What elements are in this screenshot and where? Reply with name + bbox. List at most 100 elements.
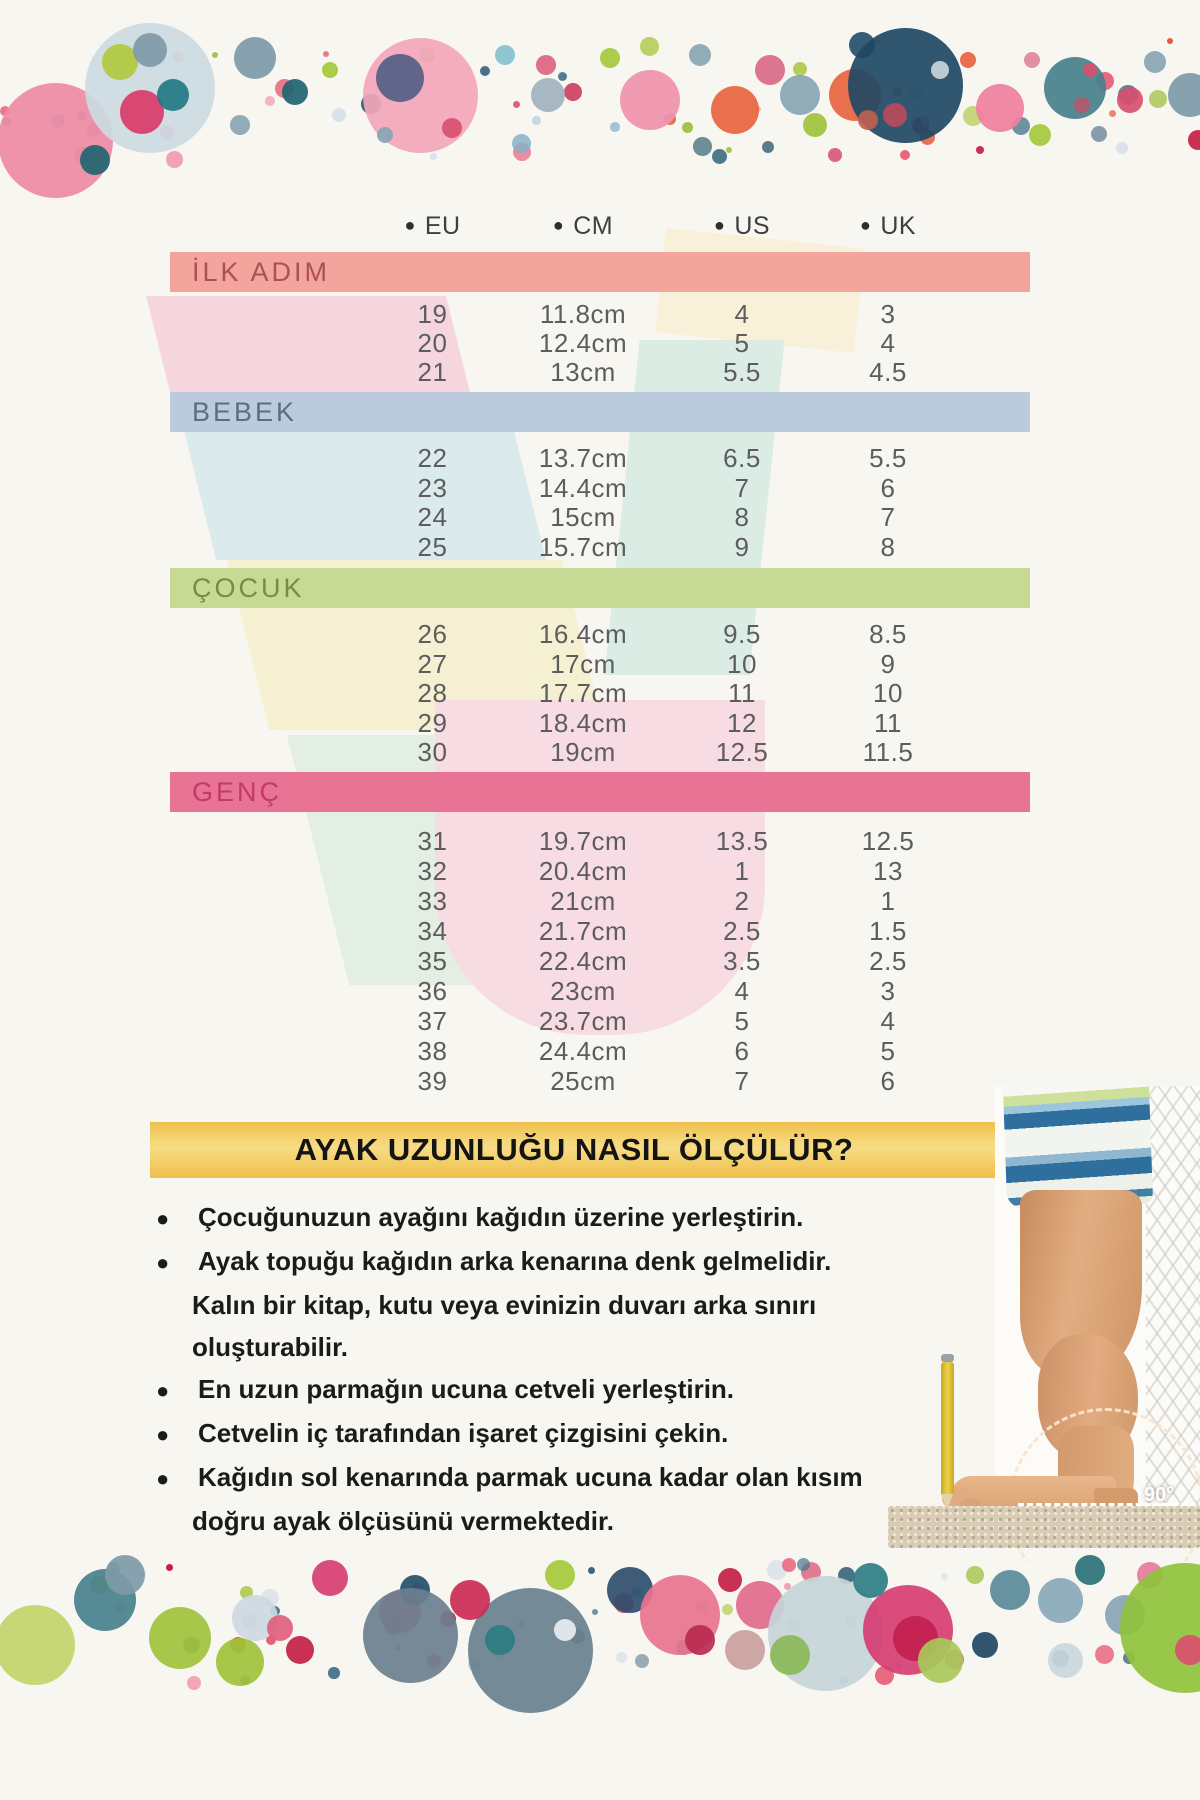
dot — [682, 122, 694, 134]
size-cell-uk: 8 — [880, 531, 896, 562]
size-cell-cm: 15cm — [550, 502, 616, 532]
dot — [545, 1560, 575, 1590]
instruction-line: doğru ayak ölçüsünü vermektedir. — [150, 1500, 850, 1542]
dot — [990, 1570, 1030, 1610]
dot — [689, 44, 711, 66]
column-header-label: EU — [424, 212, 461, 240]
dot — [1144, 51, 1166, 73]
dot — [640, 37, 660, 57]
size-cell-us: 6 — [734, 1036, 750, 1066]
size-cell-cm: 21cm — [550, 886, 616, 916]
instruction-text: Çocuğunuzun ayağını kağıdın üzerine yerl… — [198, 1202, 804, 1232]
size-cell-uk: 9 — [880, 648, 896, 679]
table-row: 23 14.4cm 7 6 — [170, 472, 1030, 504]
dot — [187, 1676, 202, 1691]
dot — [105, 1555, 145, 1595]
dot — [726, 147, 733, 154]
dot — [718, 1568, 742, 1592]
size-cell-eu: 26 — [417, 619, 448, 649]
size-cell-cm: 24.4cm — [538, 1036, 628, 1066]
dot — [620, 70, 680, 130]
instruction-text: doğru ayak ölçüsünü vermektedir. — [192, 1506, 614, 1536]
bullet-dot-icon: ● — [552, 215, 565, 235]
table-row: 28 17.7cm 11 10 — [170, 678, 1030, 709]
dot — [157, 79, 189, 111]
size-cell-eu: 25 — [417, 531, 448, 562]
bullet-icon: ● — [156, 1466, 170, 1491]
dot — [1083, 63, 1097, 77]
size-cell-uk: 13 — [873, 856, 903, 886]
dot — [1029, 124, 1051, 146]
size-cell-eu: 31 — [417, 826, 448, 856]
size-cell-uk: 5.5 — [869, 443, 907, 473]
dot — [149, 1607, 211, 1669]
dot — [1116, 142, 1129, 155]
table-row: 27 17cm 10 9 — [170, 648, 1030, 680]
section-band-ilk-adim: İLK ADIM — [170, 252, 1030, 292]
size-cell-eu: 19 — [417, 299, 448, 329]
table-row: 29 18.4cm 12 11 — [170, 707, 1030, 739]
dot — [376, 54, 424, 102]
instruction-text: Kağıdın sol kenarında parmak ucuna kadar… — [198, 1462, 863, 1492]
size-cell-us: 6.5 — [723, 443, 761, 473]
column-header-uk: ● UK — [815, 212, 961, 242]
size-cell-us: 5 — [734, 1006, 750, 1036]
dot — [976, 146, 985, 155]
size-cell-eu: 23 — [417, 472, 448, 503]
dot — [1175, 1635, 1200, 1665]
dot — [828, 148, 843, 163]
watermark-shape — [435, 700, 765, 1035]
dot — [267, 1615, 293, 1641]
column-header-row: ● EU ● CM ● US ● UK — [170, 212, 1030, 242]
instruction-text: Ayak topuğu kağıdın arka kenarına denk g… — [198, 1246, 832, 1276]
dot — [711, 86, 759, 134]
dot — [1047, 1642, 1083, 1678]
size-cell-eu: 29 — [417, 707, 448, 738]
dot — [600, 48, 620, 68]
table-row: 35 22.4cm 3.5 2.5 — [170, 946, 1030, 976]
size-cell-cm: 14.4cm — [538, 472, 628, 503]
dot — [1109, 110, 1117, 118]
dot — [532, 116, 541, 125]
dot — [588, 1567, 595, 1574]
table-row: 20 12.4cm 5 4 — [170, 329, 1030, 358]
dot — [120, 90, 164, 134]
dot — [286, 1636, 314, 1664]
size-cell-cm: 25cm — [550, 1066, 616, 1096]
size-cell-cm: 22.4cm — [538, 946, 628, 976]
size-cell-us: 7 — [734, 1066, 750, 1096]
bullet-icon: ● — [156, 1422, 170, 1447]
size-cell-cm: 13cm — [550, 357, 616, 387]
section-label: GENÇ — [192, 777, 283, 807]
size-cell-cm: 12.4cm — [538, 328, 628, 358]
dot — [976, 84, 1024, 132]
size-cell-cm: 18.4cm — [538, 707, 628, 738]
table-row: 24 15cm 8 7 — [170, 502, 1030, 533]
size-cell-cm: 17.7cm — [538, 678, 628, 708]
dot — [755, 55, 785, 85]
dot — [230, 115, 250, 135]
bullet-icon: ● — [156, 1250, 170, 1275]
column-header-cm: ● CM — [497, 212, 669, 242]
dot — [858, 110, 878, 130]
table-row: 38 24.4cm 6 5 — [170, 1036, 1030, 1066]
size-cell-eu: 34 — [417, 916, 448, 946]
size-cell-eu: 32 — [417, 856, 448, 886]
dot — [610, 122, 620, 132]
size-cell-cm: 20.4cm — [538, 856, 628, 886]
size-cell-eu: 39 — [417, 1066, 448, 1096]
dot — [133, 33, 167, 67]
table-row: 37 23.7cm 5 4 — [170, 1006, 1030, 1036]
size-cell-us: 12 — [727, 707, 757, 738]
column-header-label: CM — [573, 212, 614, 240]
table-row: 30 19cm 12.5 11.5 — [170, 737, 1030, 768]
column-header-label: UK — [880, 212, 917, 240]
size-cell-uk: 6 — [880, 1066, 896, 1096]
size-cell-uk: 2.5 — [869, 946, 907, 976]
dot — [767, 1560, 787, 1580]
size-cell-us: 12.5 — [715, 737, 769, 767]
dot — [564, 83, 583, 102]
dot — [166, 1564, 173, 1571]
